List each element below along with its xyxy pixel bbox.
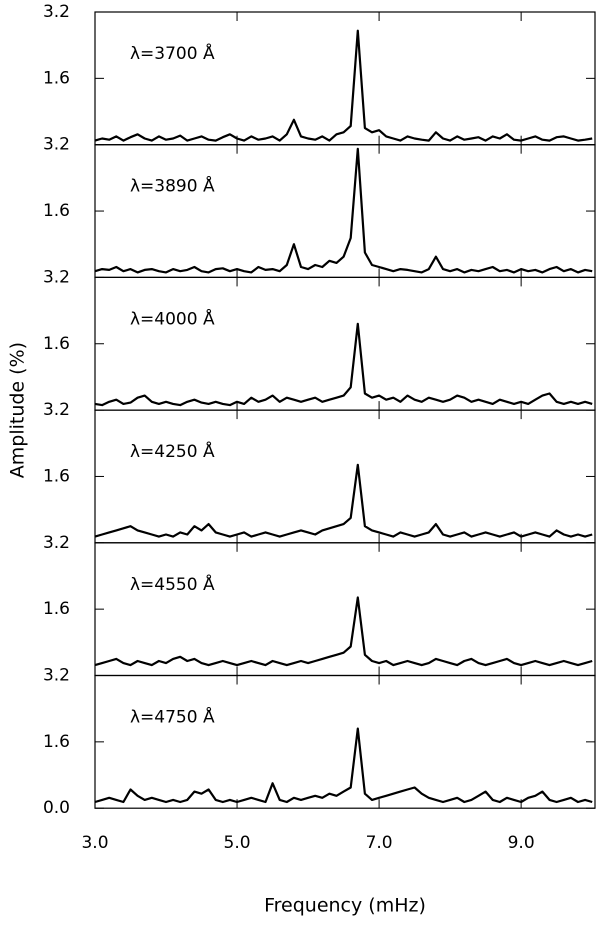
panel-annotation: λ=4250 Å	[130, 440, 215, 462]
y-tick-label: 1.6	[43, 201, 70, 221]
x-axis-label: Frequency (mHz)	[264, 895, 426, 917]
spectrum-line	[94, 29, 593, 142]
x-tick-label: 3.0	[81, 833, 108, 853]
y-tick-label: 1.6	[43, 68, 70, 88]
y-tick-label: 3.2	[43, 533, 70, 553]
y-tick-label: 0.0	[43, 798, 70, 818]
panel-annotation: λ=3890 Å	[130, 175, 215, 197]
y-tick-label: 3.2	[43, 400, 70, 420]
y-tick-label: 1.6	[43, 599, 70, 619]
y-tick-label: 3.2	[43, 267, 70, 287]
panel-frame	[94, 11, 596, 146]
panel-frame	[94, 542, 596, 677]
spectrum-line	[94, 727, 593, 804]
panel-annotation: λ=4750 Å	[130, 706, 215, 728]
y-tick-label: 3.2	[43, 2, 70, 22]
panel-annotation: λ=3700 Å	[130, 42, 215, 64]
y-axis-label: Amplitude (%)	[7, 342, 29, 478]
spectrum-line	[94, 322, 593, 407]
spectrum-line	[94, 147, 593, 274]
y-tick-label: 3.2	[43, 135, 70, 155]
panel-frame	[94, 144, 596, 278]
x-tick-label: 5.0	[224, 833, 251, 853]
spectrum-line	[94, 596, 593, 667]
y-tick-label: 1.6	[43, 334, 70, 354]
panel-annotation: λ=4000 Å	[130, 307, 215, 329]
x-tick-label: 7.0	[366, 833, 393, 853]
spectrum-line	[94, 463, 593, 538]
panel-annotation: λ=4550 Å	[130, 573, 215, 595]
y-tick-label: 3.2	[43, 666, 70, 686]
panel-frame	[94, 276, 596, 411]
y-tick-label: 1.6	[43, 466, 70, 486]
panel-frame	[94, 674, 596, 809]
x-tick-label: 9.0	[508, 833, 535, 853]
y-tick-label: 1.6	[43, 732, 70, 752]
